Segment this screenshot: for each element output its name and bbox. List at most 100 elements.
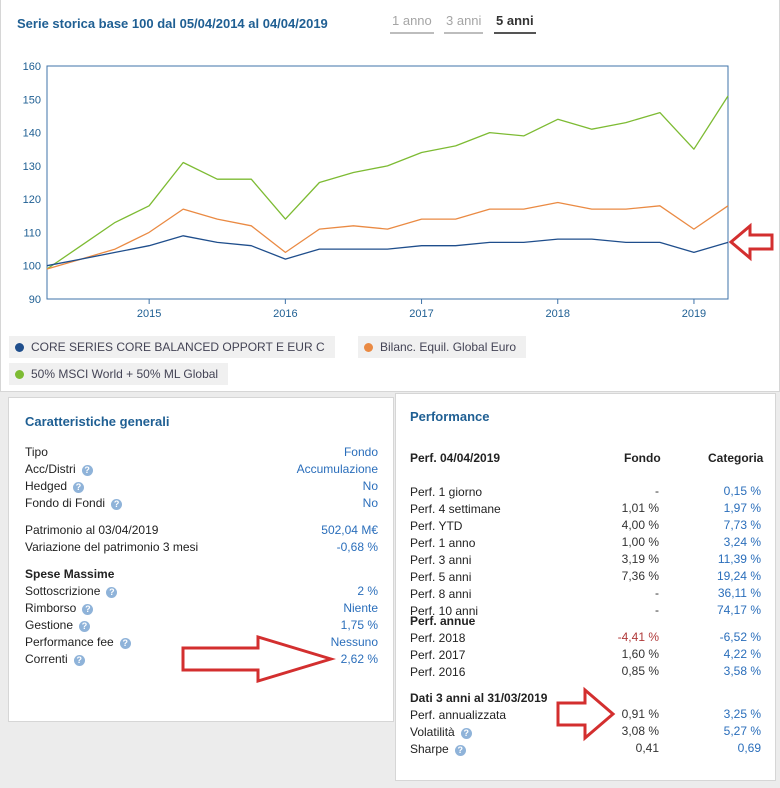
risk-row-1-label: Volatilità? (410, 724, 472, 741)
annual-title: Perf. annue (410, 614, 476, 628)
recent-row-5-categoria: 19,24 % (716, 569, 761, 583)
annual-row-2-label: Perf. 2016 (410, 664, 465, 681)
help-icon[interactable]: ? (460, 728, 472, 739)
recent-row-7-categoria: 74,17 % (716, 603, 761, 617)
fee-row-0: Sottoscrizione? 2 % (25, 583, 378, 600)
row-label: Perf. 2016 (410, 665, 466, 679)
annual-row-1-fondo: 1,60 % (621, 647, 659, 661)
x-tick-label: 2018 (546, 308, 570, 320)
fee-row-4-label: Correnti? (25, 651, 85, 668)
row-label: Perf. 2018 (410, 631, 466, 645)
row-label: Perf. 8 anni (410, 587, 472, 601)
period-5-years[interactable]: 5 anni (494, 13, 536, 34)
fee-row-0-value: 2 % (357, 584, 378, 598)
annual-row-0-categoria: -6,52 % (719, 630, 761, 644)
recent-row-3-categoria: 3,24 % (723, 535, 761, 549)
general-row-5-label: Variazione del patrimonio 3 mesi (25, 540, 199, 554)
period-3-years[interactable]: 3 anni (444, 13, 484, 34)
y-tick-label: 150 (23, 94, 41, 106)
y-tick-label: 160 (23, 61, 41, 73)
general-row-4-label: Patrimonio al 03/04/2019 (25, 523, 159, 537)
row-label: Perf. 1 anno (410, 536, 476, 550)
legend-dot-icon (15, 343, 24, 352)
risk-row-1-fondo: 3,08 % (621, 724, 659, 738)
annual-row-2-fondo: 0,85 % (621, 664, 659, 678)
recent-row-3-fondo: 1,00 % (621, 535, 659, 549)
categoria-header: Categoria (708, 451, 764, 465)
y-tick-label: 120 (23, 194, 41, 206)
y-tick-label: 100 (23, 261, 41, 273)
legend-core-series[interactable]: CORE SERIES CORE BALANCED OPPORT E EUR C (9, 336, 335, 358)
legend-dot-icon (15, 370, 24, 379)
help-icon[interactable]: ? (119, 638, 131, 649)
fee-row-3-label: Performance fee? (25, 634, 131, 651)
risk-row-0-fondo: 0,91 % (621, 707, 659, 721)
help-icon[interactable]: ? (73, 655, 85, 666)
recent-row-5-label: Perf. 5 anni (410, 569, 471, 586)
row-label: Perf. 2017 (410, 648, 466, 662)
general-row-2-label: Hedged? (25, 478, 85, 495)
help-icon[interactable]: ? (82, 604, 94, 615)
risk-row-0-categoria: 3,25 % (723, 707, 761, 721)
help-icon[interactable]: ? (81, 465, 93, 476)
fee-row-4: Correnti? 2,62 % (25, 651, 378, 668)
recent-row-6-categoria: 36,11 % (717, 586, 761, 600)
recent-row-4-fondo: 3,19 % (621, 552, 659, 566)
row-label: Perf. annualizzata (410, 708, 507, 722)
risk-row-2-label: Sharpe? (410, 741, 466, 758)
help-icon[interactable]: ? (79, 621, 91, 632)
help-icon[interactable]: ? (111, 499, 123, 510)
general-row-5-value: -0,68 % (336, 540, 378, 554)
perf-period-header: Perf. 04/04/2019 (410, 451, 501, 465)
help-icon[interactable]: ? (73, 482, 85, 493)
red-arrow-right-icon (556, 686, 616, 742)
general-row-0-value: Fondo (343, 445, 378, 459)
legend-dot-icon (364, 343, 373, 352)
general-row-4: Patrimonio al 03/04/2019 502,04 M€ (25, 522, 378, 539)
general-row-3-label: Fondo di Fondi? (25, 495, 123, 512)
x-tick-label: 2019 (682, 308, 706, 320)
fee-row-1: Rimborso? Niente (25, 600, 378, 617)
general-row-1-value: Accumulazione (296, 462, 378, 476)
risk-title: Dati 3 anni al 31/03/2019 (410, 691, 548, 705)
row-label: Perf. 4 settimane (410, 502, 501, 516)
chart-panel: Serie storica base 100 dal 05/04/2014 al… (0, 0, 780, 392)
annual-row-0-fondo: -4,41 % (617, 630, 659, 644)
help-icon[interactable]: ? (106, 587, 118, 598)
fee-row-4-value: 2,62 % (340, 652, 378, 666)
fee-row-0-label: Sottoscrizione? (25, 583, 118, 600)
recent-row-0-label: Perf. 1 giorno (410, 484, 482, 501)
risk-row-1-categoria: 5,27 % (723, 724, 761, 738)
general-row-4-value: 502,04 M€ (321, 523, 378, 537)
recent-row-3-label: Perf. 1 anno (410, 535, 475, 552)
risk-row-2-fondo: 0,41 (635, 741, 659, 755)
legend-bilanc-equil[interactable]: Bilanc. Equil. Global Euro (358, 336, 527, 358)
recent-row-0-fondo: - (655, 484, 659, 498)
row-label: Perf. 5 anni (410, 570, 472, 584)
x-tick-label: 2016 (273, 308, 297, 320)
chart-title: Serie storica base 100 dal 05/04/2014 al… (17, 16, 328, 31)
period-1-year[interactable]: 1 anno (390, 13, 434, 34)
general-row-1-label: Acc/Distri? (25, 461, 93, 478)
recent-row-4-categoria: 11,39 % (717, 552, 761, 566)
annual-row-0-label: Perf. 2018 (410, 630, 465, 647)
recent-row-7-fondo: - (655, 603, 659, 617)
x-tick-label: 2017 (409, 308, 433, 320)
general-row-2: Hedged? No (25, 478, 378, 495)
red-arrow-left-icon (728, 222, 774, 262)
recent-row-5-fondo: 7,36 % (621, 569, 659, 583)
red-arrow-right-icon (181, 634, 336, 684)
fee-row-3: Performance fee? Nessuno (25, 634, 378, 651)
row-label: Sharpe (410, 742, 449, 756)
general-row-2-value: No (362, 479, 378, 493)
annual-row-1-categoria: 4,22 % (723, 647, 761, 661)
fee-row-1-value: Niente (343, 601, 378, 615)
legend-benchmark[interactable]: 50% MSCI World + 50% ML Global (9, 363, 229, 385)
fee-row-3-value: Nessuno (330, 635, 378, 649)
general-characteristics-panel: Caratteristiche generali Tipo Fondo Acc/Di… (8, 397, 394, 722)
risk-row-2-categoria: 0,69 (737, 741, 761, 755)
help-icon[interactable]: ? (454, 745, 466, 756)
recent-row-2-label: Perf. YTD (410, 518, 462, 535)
y-tick-label: 110 (23, 227, 41, 239)
recent-row-1-fondo: 1,01 % (621, 501, 659, 515)
